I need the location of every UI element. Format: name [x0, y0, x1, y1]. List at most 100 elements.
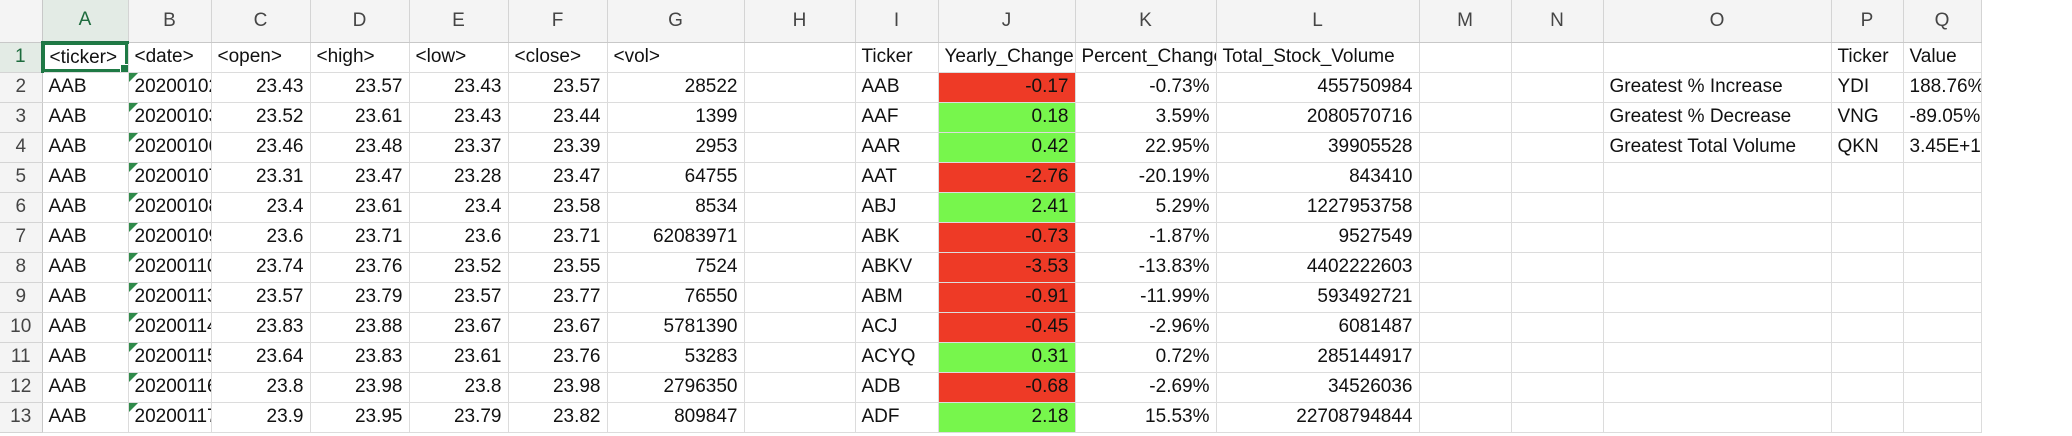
cell-e6[interactable]: 23.4: [409, 192, 509, 223]
cell-l3[interactable]: 2080570716: [1216, 102, 1420, 133]
cell-h5[interactable]: [744, 162, 856, 193]
cell-h6[interactable]: [744, 192, 856, 223]
cell-i13[interactable]: ADF: [855, 402, 939, 433]
cell-d4[interactable]: 23.48: [310, 132, 410, 163]
cell-l11[interactable]: 285144917: [1216, 342, 1420, 373]
cell-g5[interactable]: 64755: [607, 162, 745, 193]
cell-e1[interactable]: <low>: [409, 42, 509, 73]
column-header-q[interactable]: Q: [1903, 0, 1982, 43]
cell-e7[interactable]: 23.6: [409, 222, 509, 253]
cell-e11[interactable]: 23.61: [409, 342, 509, 373]
cell-a4[interactable]: AAB: [42, 132, 129, 163]
cell-m9[interactable]: [1419, 282, 1512, 313]
cell-d12[interactable]: 23.98: [310, 372, 410, 403]
cell-a11[interactable]: AAB: [42, 342, 129, 373]
column-header-h[interactable]: H: [744, 0, 856, 43]
cell-o5[interactable]: [1603, 162, 1832, 193]
cell-c9[interactable]: 23.57: [211, 282, 311, 313]
column-header-c[interactable]: C: [211, 0, 311, 43]
cell-e5[interactable]: 23.28: [409, 162, 509, 193]
cell-b10[interactable]: 20200114: [128, 312, 212, 343]
cell-i9[interactable]: ABM: [855, 282, 939, 313]
cell-o6[interactable]: [1603, 192, 1832, 223]
column-header-k[interactable]: K: [1075, 0, 1217, 43]
cell-n7[interactable]: [1511, 222, 1604, 253]
cell-m5[interactable]: [1419, 162, 1512, 193]
cell-c6[interactable]: 23.4: [211, 192, 311, 223]
cell-m4[interactable]: [1419, 132, 1512, 163]
cell-e12[interactable]: 23.8: [409, 372, 509, 403]
cell-q6[interactable]: [1903, 192, 1982, 223]
cell-n5[interactable]: [1511, 162, 1604, 193]
cell-o4[interactable]: Greatest Total Volume: [1603, 132, 1832, 163]
column-header-m[interactable]: M: [1419, 0, 1512, 43]
cell-c7[interactable]: 23.6: [211, 222, 311, 253]
cell-p1[interactable]: Ticker: [1831, 42, 1904, 73]
cell-l6[interactable]: 1227953758: [1216, 192, 1420, 223]
column-header-f[interactable]: F: [508, 0, 608, 43]
cell-g8[interactable]: 7524: [607, 252, 745, 283]
cell-j6[interactable]: 2.41: [938, 192, 1076, 223]
row-header-6[interactable]: 6: [0, 192, 43, 223]
cell-k3[interactable]: 3.59%: [1075, 102, 1217, 133]
cell-n3[interactable]: [1511, 102, 1604, 133]
cell-g7[interactable]: 62083971: [607, 222, 745, 253]
cell-p7[interactable]: [1831, 222, 1904, 253]
cell-m6[interactable]: [1419, 192, 1512, 223]
row-header-8[interactable]: 8: [0, 252, 43, 283]
cell-o2[interactable]: Greatest % Increase: [1603, 72, 1832, 103]
cell-f10[interactable]: 23.67: [508, 312, 608, 343]
cell-d13[interactable]: 23.95: [310, 402, 410, 433]
cell-m8[interactable]: [1419, 252, 1512, 283]
cell-c11[interactable]: 23.64: [211, 342, 311, 373]
cell-k6[interactable]: 5.29%: [1075, 192, 1217, 223]
cell-e3[interactable]: 23.43: [409, 102, 509, 133]
cell-g1[interactable]: <vol>: [607, 42, 745, 73]
cell-i5[interactable]: AAT: [855, 162, 939, 193]
cell-o8[interactable]: [1603, 252, 1832, 283]
row-header-2[interactable]: 2: [0, 72, 43, 103]
cell-b4[interactable]: 20200106: [128, 132, 212, 163]
cell-j13[interactable]: 2.18: [938, 402, 1076, 433]
cell-e8[interactable]: 23.52: [409, 252, 509, 283]
cell-m10[interactable]: [1419, 312, 1512, 343]
cell-l10[interactable]: 6081487: [1216, 312, 1420, 343]
cell-l12[interactable]: 34526036: [1216, 372, 1420, 403]
cell-g2[interactable]: 28522: [607, 72, 745, 103]
cell-o13[interactable]: [1603, 402, 1832, 433]
cell-e4[interactable]: 23.37: [409, 132, 509, 163]
cell-o3[interactable]: Greatest % Decrease: [1603, 102, 1832, 133]
cell-p2[interactable]: YDI: [1831, 72, 1904, 103]
cell-c8[interactable]: 23.74: [211, 252, 311, 283]
cell-g12[interactable]: 2796350: [607, 372, 745, 403]
row-header-13[interactable]: 13: [0, 402, 43, 433]
cell-e9[interactable]: 23.57: [409, 282, 509, 313]
cell-p12[interactable]: [1831, 372, 1904, 403]
cell-i3[interactable]: AAF: [855, 102, 939, 133]
cell-l4[interactable]: 39905528: [1216, 132, 1420, 163]
cell-h12[interactable]: [744, 372, 856, 403]
cell-h2[interactable]: [744, 72, 856, 103]
cell-a9[interactable]: AAB: [42, 282, 129, 313]
cell-l8[interactable]: 4402222603: [1216, 252, 1420, 283]
row-header-11[interactable]: 11: [0, 342, 43, 373]
cell-j10[interactable]: -0.45: [938, 312, 1076, 343]
row-header-10[interactable]: 10: [0, 312, 43, 343]
cell-f11[interactable]: 23.76: [508, 342, 608, 373]
column-header-d[interactable]: D: [310, 0, 410, 43]
cell-g9[interactable]: 76550: [607, 282, 745, 313]
cell-j4[interactable]: 0.42: [938, 132, 1076, 163]
cell-j8[interactable]: -3.53: [938, 252, 1076, 283]
cell-d5[interactable]: 23.47: [310, 162, 410, 193]
cell-f2[interactable]: 23.57: [508, 72, 608, 103]
cell-p9[interactable]: [1831, 282, 1904, 313]
cell-n4[interactable]: [1511, 132, 1604, 163]
cell-h13[interactable]: [744, 402, 856, 433]
column-header-o[interactable]: O: [1603, 0, 1832, 43]
cell-a13[interactable]: AAB: [42, 402, 129, 433]
cell-k11[interactable]: 0.72%: [1075, 342, 1217, 373]
cell-b7[interactable]: 20200109: [128, 222, 212, 253]
select-all-corner[interactable]: [0, 0, 43, 43]
cell-h4[interactable]: [744, 132, 856, 163]
cell-k4[interactable]: 22.95%: [1075, 132, 1217, 163]
